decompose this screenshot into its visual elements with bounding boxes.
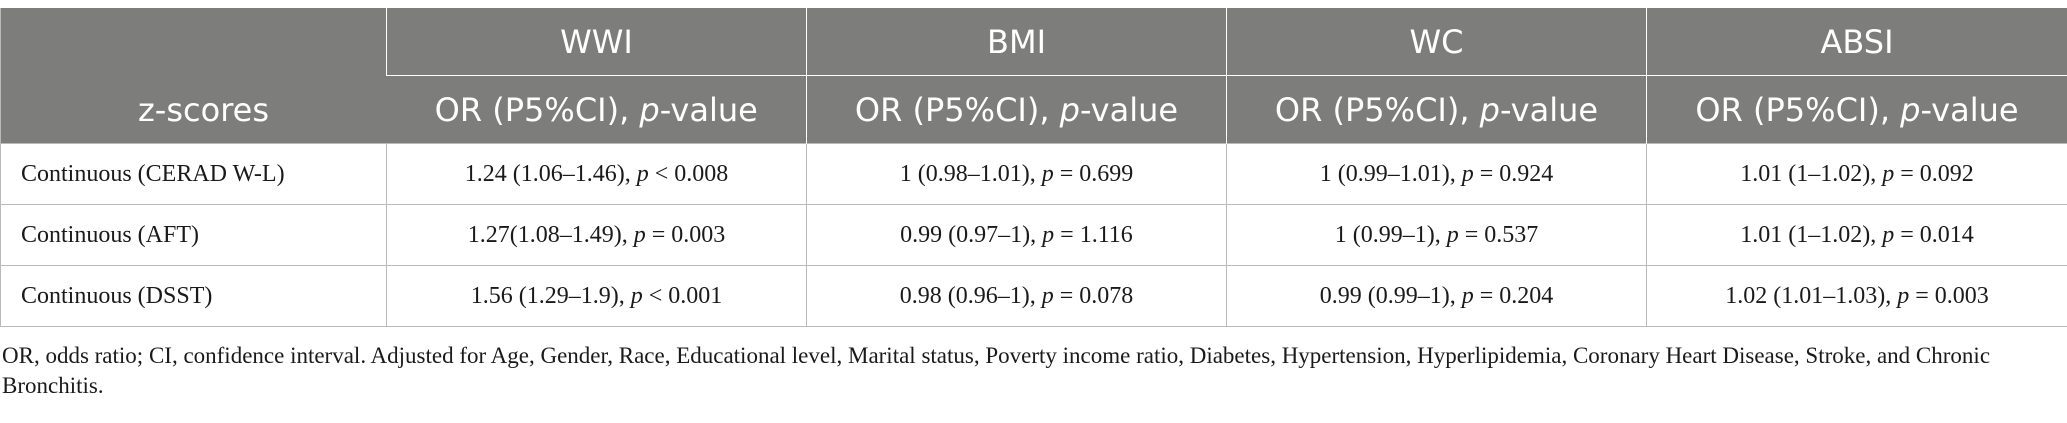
cell-or: 1.02 (1.01–1.03),: [1725, 282, 1898, 309]
table-body: Continuous (CERAD W-L) 1.24 (1.06–1.46),…: [0, 143, 2067, 327]
cell-or: 1.27(1.08–1.49),: [467, 221, 634, 248]
cell-p-value: = 0.924: [1473, 160, 1554, 187]
stat-header-prefix: OR (P5%CI),: [434, 90, 640, 129]
cell-p: p: [633, 221, 646, 248]
cell-p: p: [1042, 221, 1055, 248]
header-row-groups: z-scores WWI BMI WC ABSI: [0, 8, 2067, 144]
cell-or: 1.24 (1.06–1.46),: [464, 160, 637, 187]
cell-p: p: [1882, 221, 1895, 248]
table-cell: 0.99 (0.97–1), p = 1.116: [806, 204, 1227, 266]
cell-or: 1.56 (1.29–1.9),: [470, 282, 631, 309]
stat-header-prefix: OR (P5%CI),: [1274, 90, 1480, 129]
cell-p: p: [1882, 160, 1895, 187]
table-row: Continuous (DSST) 1.56 (1.29–1.9), p < 0…: [0, 265, 2067, 327]
stat-header-prefix: OR (P5%CI),: [1695, 90, 1901, 129]
table-row: Continuous (CERAD W-L) 1.24 (1.06–1.46),…: [0, 143, 2067, 205]
cell-or: 1 (0.99–1.01),: [1319, 160, 1462, 187]
header-row-stats: OR (P5%CI), p-value OR (P5%CI), p-value …: [1, 75, 2067, 144]
stat-header-prefix: OR (P5%CI),: [854, 90, 1060, 129]
stat-header-p: p: [1479, 90, 1500, 129]
group-header-absi: ABSI: [1646, 8, 2067, 76]
table-footnote: OR, odds ratio; CI, confidence interval.…: [2, 343, 1991, 398]
group-header-wc: WC: [1226, 8, 1647, 76]
stat-header-suffix: -value: [1920, 90, 2019, 129]
cell-p-value: = 0.537: [1458, 221, 1539, 248]
stat-header-suffix: -value: [1499, 90, 1599, 129]
table-cell: 1.56 (1.29–1.9), p < 0.001: [386, 265, 807, 327]
cell-p-value: = 0.092: [1894, 160, 1974, 187]
table-cell: 1.01 (1–1.02), p = 0.092: [1646, 143, 2067, 205]
stat-header: OR (P5%CI), p-value: [1226, 75, 1647, 144]
cell-p-value: < 0.008: [648, 160, 729, 187]
stat-header: OR (P5%CI), p-value: [806, 75, 1227, 144]
cell-or: 1 (0.99–1),: [1334, 221, 1447, 248]
cell-or: 0.98 (0.96–1),: [899, 282, 1042, 309]
cell-p: p: [1041, 160, 1054, 187]
stat-header-suffix: -value: [1079, 90, 1179, 129]
table-row: Continuous (AFT) 1.27(1.08–1.49), p = 0.…: [0, 204, 2067, 266]
table-cell: 1 (0.99–1), p = 0.537: [1226, 204, 1647, 266]
table-header: z-scores WWI BMI WC ABSI OR (P5%CI), p-v…: [0, 8, 2067, 144]
stat-header-p: p: [1059, 90, 1080, 129]
cell-p-value: = 0.699: [1053, 160, 1134, 187]
cell-p: p: [1446, 221, 1459, 248]
cell-or: 1.01 (1–1.02),: [1740, 221, 1883, 248]
table-cell: 0.99 (0.99–1), p = 0.204: [1226, 265, 1647, 327]
cell-p-value: = 0.003: [645, 221, 726, 248]
cell-or: 0.99 (0.97–1),: [900, 221, 1043, 248]
stat-header-p: p: [1900, 90, 1921, 129]
cell-p-value: = 0.204: [1473, 282, 1554, 309]
table-cell: 1.24 (1.06–1.46), p < 0.008: [386, 143, 807, 205]
row-label: Continuous (CERAD W-L): [0, 143, 387, 205]
cell-p: p: [630, 282, 643, 309]
stat-header: OR (P5%CI), p-value: [386, 75, 807, 144]
row-label: Continuous (AFT): [0, 204, 387, 266]
table-cell: 1.02 (1.01–1.03), p = 0.003: [1646, 265, 2067, 327]
cell-p: p: [1461, 282, 1474, 309]
cell-or: 1.01 (1–1.02),: [1740, 160, 1883, 187]
cell-p-value: < 0.001: [642, 282, 723, 309]
table-cell: 0.98 (0.96–1), p = 0.078: [806, 265, 1227, 327]
cell-p: p: [636, 160, 649, 187]
table-cell: 1.01 (1–1.02), p = 0.014: [1646, 204, 2067, 266]
stat-header-suffix: -value: [659, 90, 758, 129]
cell-or: 0.99 (0.99–1),: [1319, 282, 1462, 309]
row-header-label: z-scores: [0, 8, 387, 144]
cell-p: p: [1041, 282, 1054, 309]
stat-header: OR (P5%CI), p-value: [1646, 75, 2067, 144]
table-cell: 1.27(1.08–1.49), p = 0.003: [386, 204, 807, 266]
cell-p-value: = 0.078: [1053, 282, 1134, 309]
cell-p: p: [1897, 282, 1910, 309]
table-cell: 1 (0.99–1.01), p = 0.924: [1226, 143, 1647, 205]
cell-or: 1 (0.98–1.01),: [899, 160, 1042, 187]
row-label: Continuous (DSST): [0, 265, 387, 327]
results-table: z-scores WWI BMI WC ABSI OR (P5%CI), p-v…: [0, 8, 2067, 327]
group-header-wwi: WWI: [386, 8, 807, 76]
group-header-bmi: BMI: [806, 8, 1227, 76]
stat-header-p: p: [639, 90, 660, 129]
table-cell: 1 (0.98–1.01), p = 0.699: [806, 143, 1227, 205]
cell-p: p: [1461, 160, 1474, 187]
cell-p-value: = 0.014: [1894, 221, 1974, 248]
cell-p-value: = 0.003: [1909, 282, 1989, 309]
cell-p-value: = 1.116: [1054, 221, 1133, 248]
